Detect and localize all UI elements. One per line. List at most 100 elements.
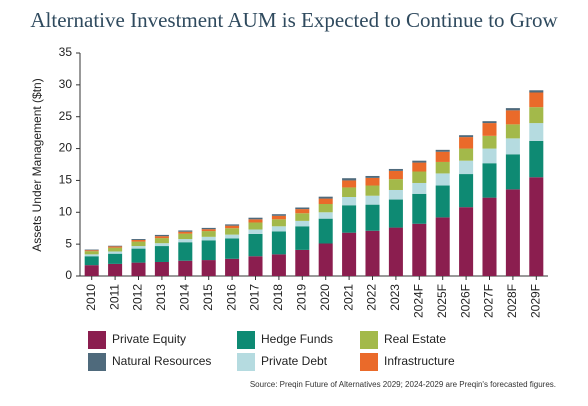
bar-segment [412, 162, 427, 172]
bar-segment [365, 204, 380, 231]
bar-segment [318, 204, 333, 213]
x-tick-label: 2020 [318, 284, 332, 311]
bar-segment [201, 229, 216, 232]
bar-segment [248, 256, 263, 276]
bar-segment [178, 231, 193, 234]
bar-segment [529, 107, 544, 124]
chart-title: Alternative Investment AUM is Expected t… [30, 8, 558, 32]
bar-segment [505, 189, 520, 276]
bar-segment [131, 248, 146, 263]
bar-segment [412, 223, 427, 276]
bar-segment [178, 260, 193, 276]
bar-segment [225, 258, 240, 276]
bar-segment [318, 218, 333, 244]
bar-segment [225, 238, 240, 259]
y-tick-label: 35 [59, 45, 73, 59]
legend-label: Real Estate [384, 332, 446, 346]
legend-label: Hedge Funds [261, 332, 333, 346]
bar-segment [388, 199, 403, 228]
bar-segment [388, 179, 403, 190]
bar-segment [435, 173, 450, 186]
legend-label: Private Equity [112, 332, 186, 346]
legend-swatch [88, 353, 106, 371]
x-tick-label: 2023 [388, 284, 402, 311]
bar-segment [435, 149, 450, 152]
bar-segment [342, 187, 357, 197]
y-tick-label: 10 [59, 204, 73, 218]
bar-segment [412, 160, 427, 163]
y-tick-label: 30 [59, 77, 73, 91]
bar-segment [482, 163, 497, 198]
x-tick-label: 2016 [224, 284, 238, 311]
bar-segment [225, 234, 240, 239]
bar-segment [225, 228, 240, 235]
bar-segment [505, 124, 520, 139]
bar-segment [84, 249, 99, 251]
bar-segment [388, 227, 403, 276]
x-tick-label: 2025F [435, 284, 449, 318]
bar-segment [435, 151, 450, 162]
legend-swatch [237, 331, 255, 349]
x-tick-label: 2029F [528, 284, 542, 318]
bar-segment [108, 246, 123, 248]
bar-segment [84, 256, 99, 266]
bar-segment [505, 108, 520, 111]
bar-segment [388, 170, 403, 180]
bar-segment [131, 246, 146, 249]
bar-segment [271, 215, 286, 220]
bar-segment [529, 140, 544, 178]
bar-segment [459, 174, 474, 208]
bar-segment [459, 160, 474, 175]
y-tick-label: 20 [59, 141, 73, 155]
y-tick-label: 15 [59, 173, 73, 187]
bar-segment [295, 213, 310, 221]
bar-segment [342, 180, 357, 188]
bar-segment [108, 263, 123, 276]
bar-segment [84, 250, 99, 252]
bar-segment [342, 232, 357, 276]
bar-segment [435, 161, 450, 174]
x-tick-label: 2022 [365, 284, 379, 311]
x-tick-label: 2015 [201, 284, 215, 311]
bar-segment [131, 239, 146, 241]
bar-segment [365, 230, 380, 276]
x-tick-label: 2013 [154, 284, 168, 311]
bar-segment [435, 185, 450, 218]
x-tick-label: 2024F [411, 284, 425, 318]
x-tick-label: 2012 [131, 284, 145, 311]
x-tick-label: 2026F [458, 284, 472, 318]
bar-segment [271, 214, 286, 216]
bar-segment [84, 265, 99, 276]
bar-segment [108, 245, 123, 247]
bar-segment [295, 209, 310, 214]
bar-segment [178, 239, 193, 243]
bar-segment [154, 243, 169, 247]
bar-segment [201, 231, 216, 237]
x-tick-label: 2019 [294, 284, 308, 311]
bar-segment [505, 138, 520, 155]
bar-segment [342, 178, 357, 181]
bar-segment [131, 241, 146, 247]
bar-segment [482, 121, 497, 124]
bar-segment [108, 253, 123, 264]
x-tick-label: 2017 [248, 284, 262, 311]
bar-segment [365, 185, 380, 196]
legend-swatch [237, 353, 255, 371]
bar-segment [388, 168, 403, 171]
bar-segment [248, 233, 263, 257]
bar-segment [271, 219, 286, 227]
bar-segment [529, 90, 544, 93]
bar-segment [248, 219, 263, 223]
bar-segment [178, 233, 193, 240]
bar-segment [318, 198, 333, 205]
legend-label: Private Debt [261, 354, 328, 368]
bar-segment [529, 92, 544, 108]
bar-segment [225, 225, 240, 229]
bar-segment [154, 234, 169, 237]
bar-segment [154, 261, 169, 276]
bar-segment [84, 254, 99, 257]
bar-segment [482, 123, 497, 136]
bar-segment [365, 175, 380, 178]
source-note: Source: Preqin Future of Alternatives 20… [250, 380, 556, 389]
